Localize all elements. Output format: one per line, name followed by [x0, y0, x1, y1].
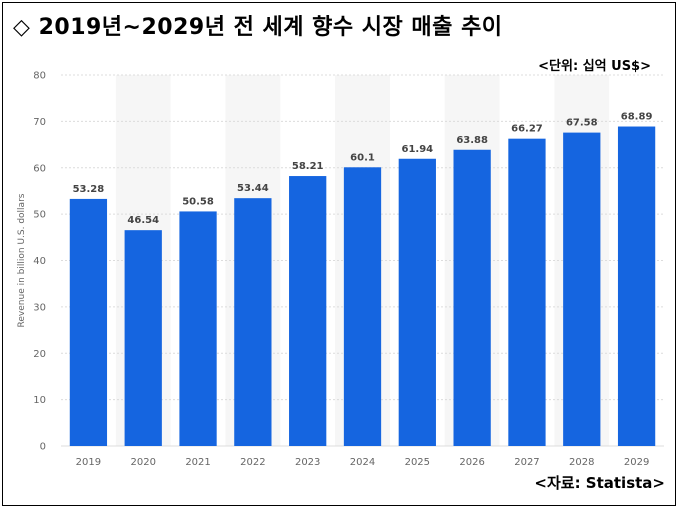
- bar: [508, 138, 546, 446]
- bar: [343, 167, 382, 446]
- x-tick-label: 2028: [569, 457, 594, 468]
- data-label: 61.94: [401, 144, 433, 155]
- y-tick-label: 30: [33, 302, 46, 313]
- bars: [69, 126, 656, 447]
- x-tick-label: 2022: [240, 457, 265, 468]
- chart-title: ◇ 2019년~2029년 전 세계 향수 시장 매출 추이: [13, 15, 503, 40]
- x-tick-label: 2021: [185, 457, 210, 468]
- y-tick-label: 50: [33, 210, 46, 221]
- x-tick-label: 2024: [350, 457, 375, 468]
- bar: [179, 211, 217, 446]
- bar: [69, 198, 108, 446]
- data-label: 68.89: [621, 112, 653, 123]
- bar: [398, 158, 436, 447]
- x-tick-label: 2023: [295, 457, 320, 468]
- data-label: 66.27: [511, 124, 543, 135]
- y-tick-label: 0: [40, 442, 46, 453]
- data-label: 53.44: [237, 183, 269, 194]
- data-label: 46.54: [127, 215, 159, 226]
- bar: [617, 126, 656, 446]
- bar: [453, 149, 491, 446]
- data-label: 53.28: [73, 184, 105, 195]
- source-note: <자료: Statista>: [534, 474, 665, 492]
- bar: [289, 176, 327, 446]
- y-axis-ticks: 0 10 20 30 40 50 60 70 80: [33, 71, 46, 453]
- data-label: 60.1: [350, 152, 375, 163]
- y-axis-title: Revenue in billion U.S. dollars: [17, 193, 27, 327]
- y-tick-label: 40: [33, 256, 46, 267]
- y-tick-label: 20: [33, 349, 46, 360]
- bar: [234, 198, 272, 446]
- y-tick-label: 10: [33, 395, 46, 406]
- data-labels: 53.28 46.54 50.58 53.44 58.21 60.1 61.94 63.88 6…: [73, 112, 653, 227]
- data-label: 58.21: [292, 161, 324, 172]
- x-axis-ticks: 2019 2020 2021 2022 2023 2024 2025 2026 2027 2028…: [76, 457, 650, 468]
- y-tick-label: 60: [33, 163, 46, 174]
- y-tick-label: 80: [33, 71, 46, 82]
- x-tick-label: 2027: [514, 457, 539, 468]
- data-label: 63.88: [456, 135, 488, 146]
- x-tick-label: 2020: [131, 457, 156, 468]
- x-tick-label: 2029: [624, 457, 649, 468]
- x-tick-label: 2026: [459, 457, 484, 468]
- x-tick-label: 2025: [405, 457, 430, 468]
- y-tick-label: 70: [33, 117, 46, 128]
- bar: [563, 132, 601, 446]
- data-label: 50.58: [182, 196, 214, 207]
- unit-note: <단위: 십억 US$>: [538, 59, 651, 74]
- x-tick-label: 2019: [76, 457, 101, 468]
- bar: [124, 230, 162, 446]
- data-label: 67.58: [566, 118, 598, 129]
